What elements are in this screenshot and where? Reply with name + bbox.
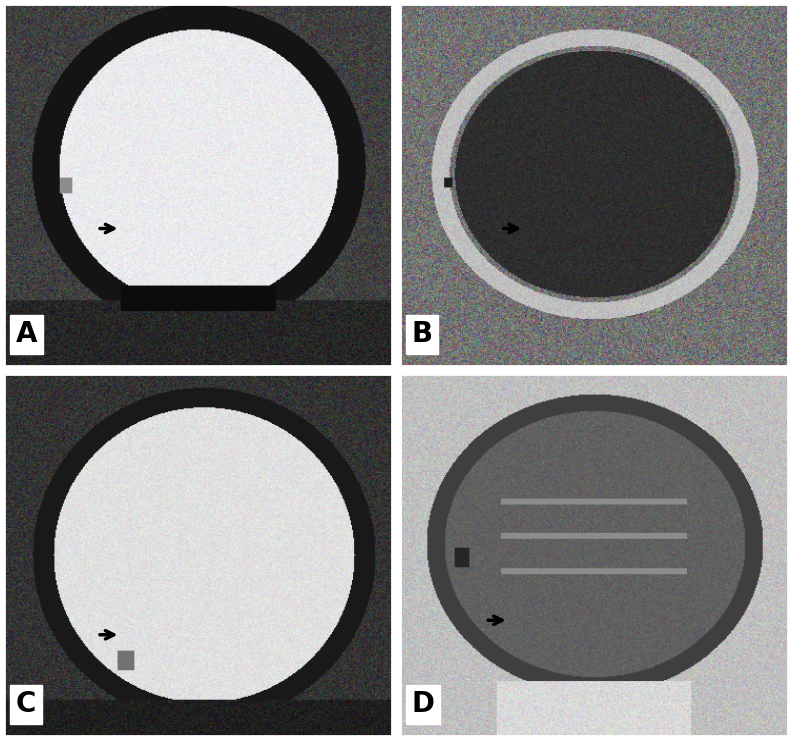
Text: B: B: [412, 320, 432, 349]
Text: C: C: [16, 690, 36, 718]
Text: D: D: [412, 690, 435, 718]
Text: A: A: [16, 320, 37, 349]
